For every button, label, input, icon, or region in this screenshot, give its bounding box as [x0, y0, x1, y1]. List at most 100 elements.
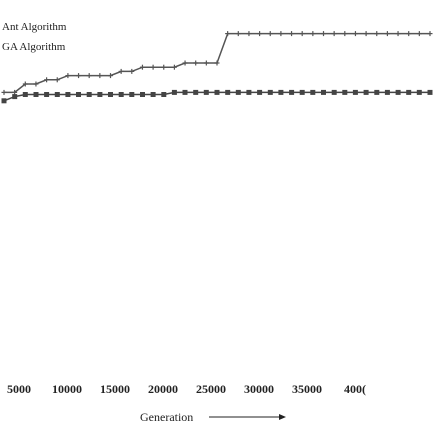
data-point: [225, 31, 231, 37]
data-point: [310, 31, 316, 37]
data-point: [65, 92, 71, 97]
data-point: [416, 89, 422, 95]
data-point: [257, 89, 263, 95]
data-point: [352, 89, 358, 95]
data-point: [342, 31, 348, 37]
data-point: [203, 89, 209, 95]
data-point: [214, 89, 220, 95]
series-ga: [1, 89, 433, 104]
data-point: [395, 89, 401, 95]
data-point: [76, 92, 81, 97]
data-point: [267, 31, 273, 37]
data-point: [406, 89, 412, 95]
data-point: [65, 73, 71, 79]
data-point: [54, 77, 60, 83]
data-point: [22, 92, 28, 97]
data-point: [363, 89, 369, 95]
data-point: [235, 31, 241, 37]
data-point: [225, 89, 231, 95]
data-point: [139, 64, 145, 70]
data-point: [33, 92, 39, 97]
data-point: [331, 31, 337, 37]
data-point: [161, 92, 167, 97]
data-point: [289, 89, 295, 95]
data-point: [22, 81, 28, 87]
data-point: [395, 31, 401, 37]
data-point: [374, 89, 380, 95]
data-point: [129, 68, 135, 74]
data-point: [108, 73, 113, 79]
x-tick-label: 25000: [196, 382, 226, 396]
data-point: [299, 89, 305, 95]
x-tick-label: 15000: [100, 382, 130, 396]
data-point: [278, 31, 284, 37]
data-point: [299, 31, 305, 37]
x-tick-label: 10000: [52, 382, 82, 396]
data-point: [12, 94, 18, 100]
data-point: [44, 77, 50, 83]
data-point: [171, 64, 177, 70]
x-tick-label: 35000: [292, 382, 322, 396]
data-point: [321, 89, 326, 95]
data-point: [257, 31, 263, 37]
data-point: [289, 31, 295, 37]
x-tick-label: 400(: [344, 382, 366, 396]
data-point: [363, 31, 369, 37]
legend-entry-ga: GA Algorithm: [2, 41, 66, 53]
data-point: [118, 68, 124, 74]
data-point: [12, 89, 18, 95]
data-point: [171, 89, 177, 95]
data-point: [235, 89, 241, 95]
data-point: [342, 89, 348, 95]
data-point: [384, 89, 390, 95]
x-tick-label: 30000: [244, 382, 274, 396]
data-point: [108, 92, 113, 97]
data-point: [1, 89, 7, 95]
x-tick-label: 20000: [148, 382, 178, 396]
data-point: [97, 73, 103, 79]
data-point: [182, 89, 188, 95]
data-point: [54, 92, 60, 97]
data-point: [33, 81, 39, 87]
data-point: [352, 31, 358, 37]
x-tick-label: 5000: [7, 382, 31, 396]
data-point: [203, 60, 209, 66]
data-point: [214, 60, 220, 66]
data-point: [1, 98, 7, 104]
data-point: [86, 73, 92, 79]
data-point: [129, 92, 135, 97]
x-axis-title: Generation: [140, 410, 193, 424]
data-point: [427, 89, 433, 95]
data-point: [193, 60, 199, 66]
data-point: [182, 60, 188, 66]
x-axis-arrow-head: [279, 414, 286, 420]
legend: Ant Algorithm GA Algorithm: [2, 21, 67, 53]
data-point: [86, 92, 92, 97]
data-point: [374, 31, 380, 37]
data-point: [321, 31, 326, 37]
data-point: [193, 89, 199, 95]
data-point: [150, 64, 156, 70]
data-point: [246, 31, 252, 37]
x-axis-title-group: Generation: [140, 410, 286, 424]
data-point: [150, 92, 156, 97]
data-point: [97, 92, 103, 97]
data-point: [76, 73, 82, 79]
data-point: [384, 31, 390, 37]
data-point: [140, 92, 145, 97]
legend-entry-ant: Ant Algorithm: [2, 21, 67, 33]
x-axis-ticks: 5000 10000 15000 20000 25000 30000 35000 400(: [7, 382, 366, 396]
data-point: [331, 89, 337, 95]
series-layer: [1, 31, 433, 104]
data-point: [278, 89, 284, 95]
data-point: [416, 31, 422, 37]
data-point: [310, 89, 316, 95]
data-point: [427, 31, 433, 37]
series-ant: [1, 31, 433, 95]
data-point: [118, 92, 124, 97]
data-point: [406, 31, 412, 37]
data-point: [246, 89, 252, 95]
data-point: [44, 92, 50, 97]
data-point: [267, 89, 273, 95]
